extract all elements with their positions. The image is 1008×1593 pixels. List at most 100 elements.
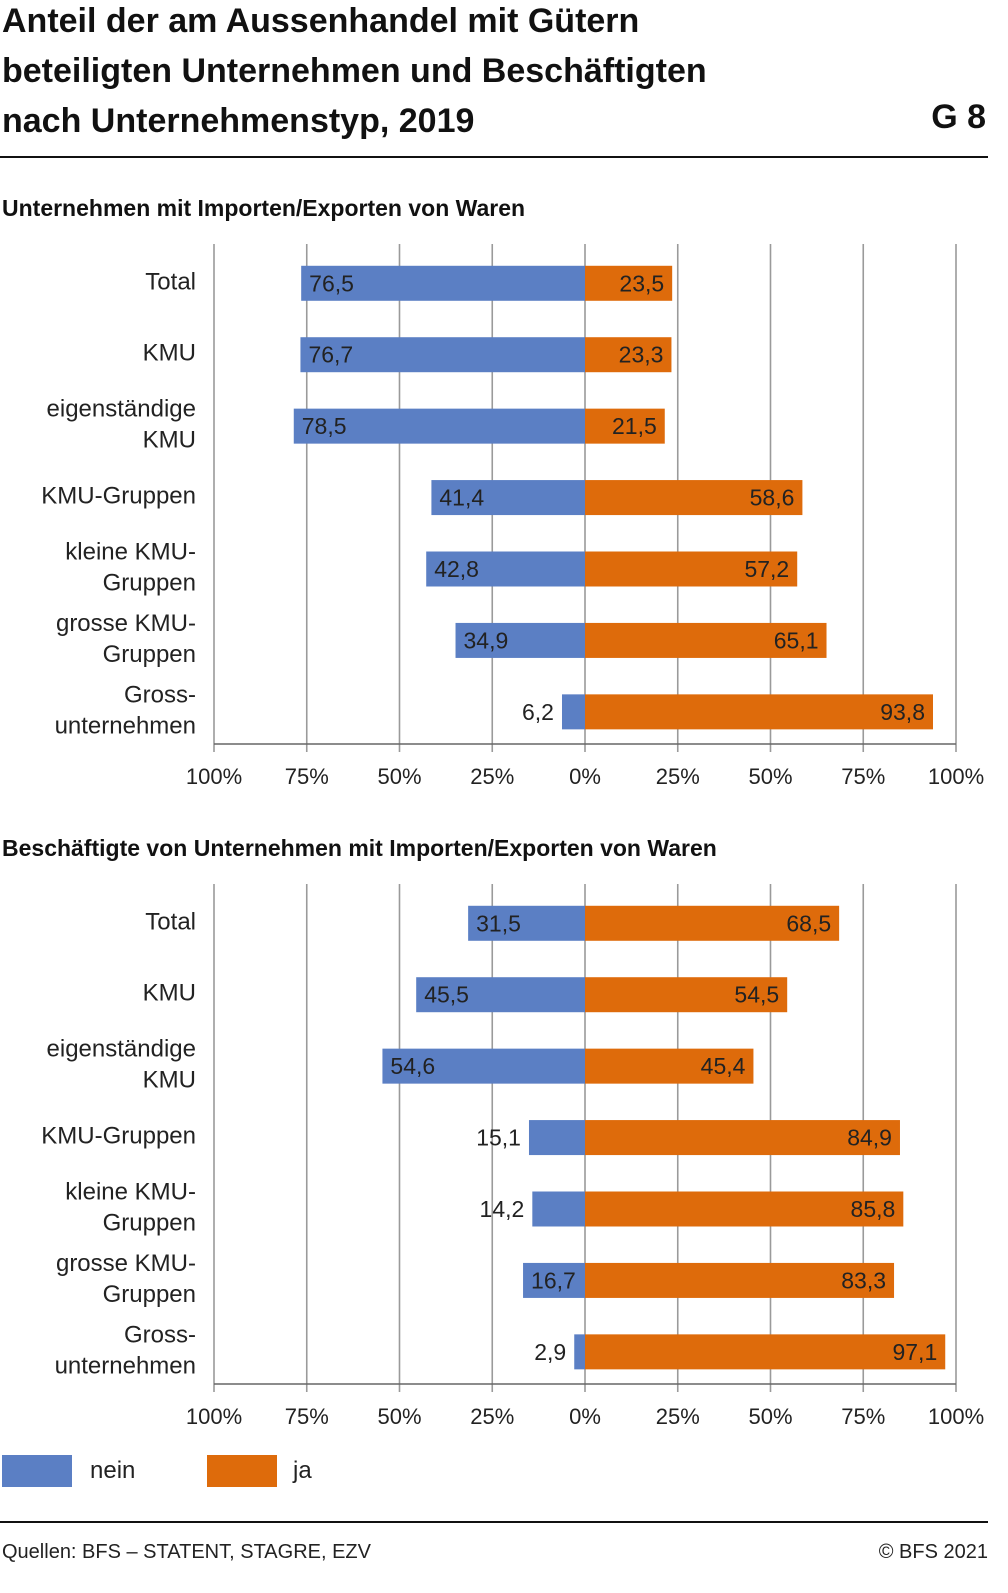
data-label-nein: 42,8 xyxy=(434,556,479,582)
chart-title: Anteil der am Aussenhandel mit Gütern be… xyxy=(2,0,902,146)
x-tick-label: 50% xyxy=(377,1404,421,1429)
bar-ja xyxy=(585,1048,754,1084)
category-label: KMU-Gruppen xyxy=(41,1123,196,1150)
footer-divider xyxy=(0,1521,988,1523)
x-tick-label: 75% xyxy=(285,1404,329,1429)
data-label-nein: 16,7 xyxy=(531,1267,576,1293)
data-label-ja: 84,9 xyxy=(847,1125,892,1151)
bar-nein xyxy=(293,408,585,444)
data-label-nein: 34,9 xyxy=(464,627,509,653)
x-tick-label: 25% xyxy=(656,764,700,789)
data-label-nein: 15,1 xyxy=(476,1125,521,1151)
data-label-nein: 54,6 xyxy=(390,1053,435,1079)
category-label: unternehmen xyxy=(55,1352,196,1379)
bar-ja xyxy=(585,480,803,516)
category-label: unternehmen xyxy=(55,712,196,739)
copyright-note: © BFS 2021 xyxy=(878,1541,988,1563)
data-label-nein: 2,9 xyxy=(534,1339,566,1365)
bar-ja xyxy=(585,1262,895,1298)
bar-ja xyxy=(585,1191,904,1227)
category-label: KMU-Gruppen xyxy=(41,483,196,510)
data-label-ja: 57,2 xyxy=(744,556,789,582)
category-label: Gruppen xyxy=(103,1210,196,1237)
bar-ja xyxy=(585,551,798,587)
category-label: kleine KMU- xyxy=(65,539,196,566)
data-label-ja: 83,3 xyxy=(841,1267,886,1293)
source-note: Quellen: BFS – STATENT, STAGRE, EZV xyxy=(2,1541,371,1563)
category-label: grosse KMU- xyxy=(56,610,196,637)
bar-nein xyxy=(431,480,585,516)
chart-title-line: nach Unternehmenstyp, 2019 xyxy=(2,102,475,140)
x-tick-label: 75% xyxy=(285,764,329,789)
category-label: Gruppen xyxy=(103,641,196,668)
data-label-ja: 23,5 xyxy=(619,270,664,296)
data-label-ja: 68,5 xyxy=(786,910,831,936)
bar-nein xyxy=(300,337,585,373)
category-label: grosse KMU- xyxy=(56,1250,196,1277)
bar-nein xyxy=(561,694,585,730)
category-label: eigenständige xyxy=(47,396,196,423)
x-tick-label: 0% xyxy=(569,764,601,789)
header-divider xyxy=(0,156,988,158)
category-label: eigenständige xyxy=(47,1036,196,1063)
x-tick-label: 50% xyxy=(377,764,421,789)
data-label-ja: 58,6 xyxy=(750,485,795,511)
bar-nein xyxy=(382,1048,585,1084)
bar-nein xyxy=(523,1262,585,1298)
data-label-nein: 76,7 xyxy=(308,342,353,368)
x-tick-label: 75% xyxy=(841,1404,885,1429)
data-label-ja: 97,1 xyxy=(892,1339,937,1365)
chart-2: 100% 75% 50% 25% 0% 25% 50% 75% 100% Total 31,5 68,… xyxy=(41,884,984,1429)
x-tick-label: 50% xyxy=(748,1404,792,1429)
category-label: Gross- xyxy=(124,681,196,708)
bar-ja xyxy=(585,337,672,373)
bar-nein xyxy=(528,1120,585,1156)
bar-ja xyxy=(585,408,665,444)
bar-nein xyxy=(455,622,585,658)
data-label-nein: 45,5 xyxy=(424,982,469,1008)
bar-ja xyxy=(585,1120,900,1156)
bar-ja xyxy=(585,622,827,658)
data-label-ja: 54,5 xyxy=(734,982,779,1008)
x-tick-label: 0% xyxy=(569,1404,601,1429)
x-tick-label: 100% xyxy=(928,764,984,789)
chart-1-subtitle: Unternehmen mit Importen/Exporten von Wa… xyxy=(2,195,526,221)
chart-1: 100% 75% 50% 25% 0% 25% 50% 75% 100% Total 76,5 23,… xyxy=(41,244,984,789)
bar-nein xyxy=(301,265,585,301)
chart-title-line: Anteil der am Aussenhandel mit Gütern xyxy=(2,2,640,40)
category-label: KMU xyxy=(143,340,196,367)
category-label: Total xyxy=(145,908,196,935)
data-label-nein: 14,2 xyxy=(480,1196,525,1222)
bar-ja xyxy=(585,265,673,301)
category-label: Total xyxy=(145,268,196,295)
data-label-ja: 21,5 xyxy=(612,413,657,439)
legend-label-ja: ja xyxy=(293,1457,312,1484)
x-tick-label: 100% xyxy=(186,1404,242,1429)
bar-ja xyxy=(585,977,788,1013)
legend: nein ja xyxy=(0,1455,988,1489)
category-label: Gruppen xyxy=(103,570,196,597)
data-label-nein: 6,2 xyxy=(522,699,554,725)
bar-nein xyxy=(532,1191,585,1227)
legend-label-nein: nein xyxy=(90,1457,136,1484)
data-label-nein: 76,5 xyxy=(309,270,354,296)
category-label: Gross- xyxy=(124,1321,196,1348)
legend-swatch-nein xyxy=(2,1455,72,1487)
category-label: KMU xyxy=(143,1067,196,1094)
category-label: KMU xyxy=(143,980,196,1007)
legend-swatch-ja xyxy=(207,1455,277,1487)
graphic-number: G 8 xyxy=(931,98,986,136)
x-tick-label: 25% xyxy=(656,1404,700,1429)
data-label-ja: 85,8 xyxy=(851,1196,896,1222)
x-tick-label: 25% xyxy=(470,1404,514,1429)
x-tick-label: 50% xyxy=(748,764,792,789)
bar-nein xyxy=(426,551,585,587)
bar-nein xyxy=(468,905,585,941)
bar-ja xyxy=(585,905,840,941)
data-label-nein: 78,5 xyxy=(302,413,347,439)
bar-ja xyxy=(585,1334,946,1370)
category-label: Gruppen xyxy=(103,1281,196,1308)
category-label: KMU xyxy=(143,427,196,454)
chart-title-line: beteiligten Unternehmen und Beschäftigte… xyxy=(2,52,707,90)
x-tick-label: 25% xyxy=(470,764,514,789)
